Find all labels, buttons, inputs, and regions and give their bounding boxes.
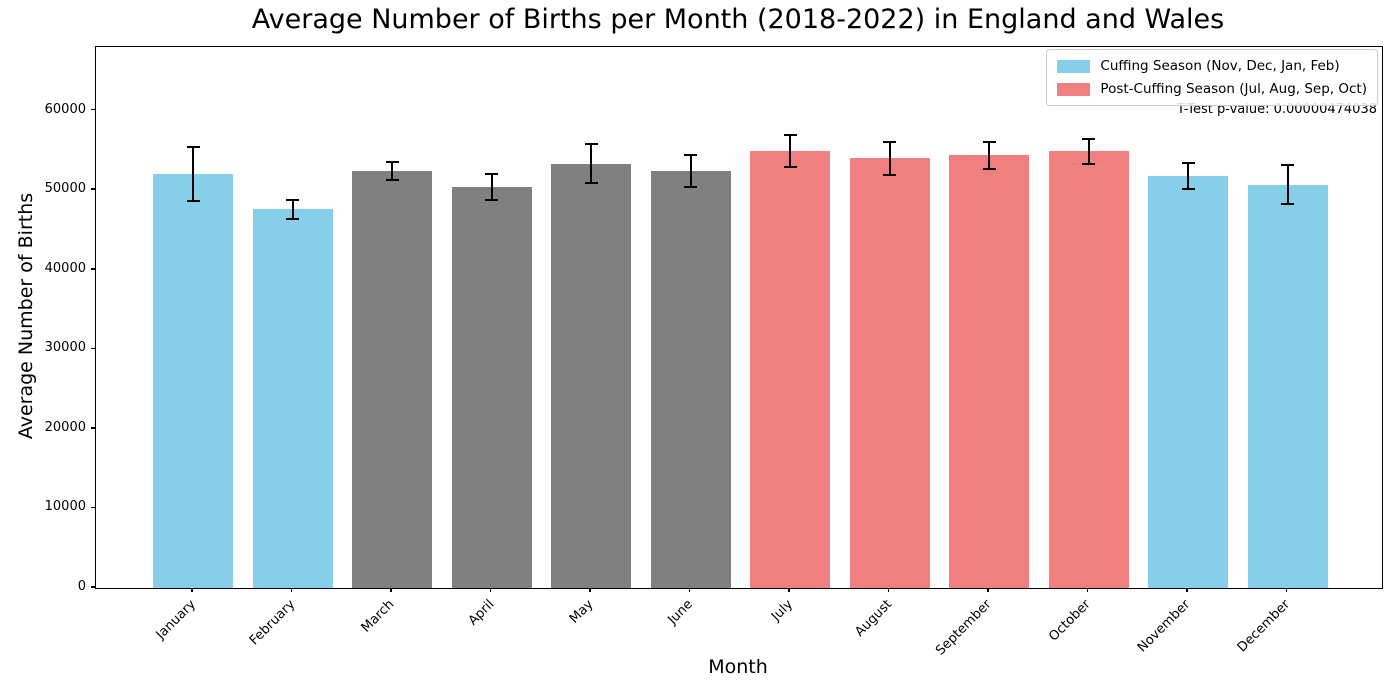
error-bar-july	[789, 135, 791, 168]
error-cap-top-march	[385, 160, 399, 163]
error-cap-bottom-april	[485, 198, 498, 201]
error-cap-top-april	[485, 173, 498, 176]
error-bar-january	[192, 147, 194, 202]
legend: Cuffing Season (Nov, Dec, Jan, Feb) Post-…	[1046, 49, 1378, 106]
ytick-mark-50000	[91, 188, 95, 190]
error-bar-november	[1187, 162, 1189, 189]
error-cap-top-july	[783, 134, 797, 137]
xtick-label-august: August	[852, 597, 896, 640]
ytick-mark-60000	[91, 108, 95, 111]
ytick-label-20000: 20000	[44, 419, 86, 435]
error-bar-june	[689, 155, 692, 187]
bar-may	[551, 163, 631, 588]
legend-entry-0: Cuffing Season (Nov, Dec, Jan, Feb)	[1057, 58, 1367, 74]
ytick-mark-30000	[91, 347, 95, 350]
error-cap-bottom-february	[286, 217, 299, 220]
bar-november	[1148, 175, 1228, 588]
xtick-label-december: December	[1234, 597, 1294, 656]
bar-march	[352, 171, 432, 588]
error-cap-bottom-october	[1082, 162, 1095, 165]
error-cap-top-december	[1281, 164, 1294, 167]
bar-october	[1048, 151, 1129, 588]
xtick-mark-april	[489, 588, 492, 592]
xtick-mark-july	[788, 588, 790, 592]
error-cap-bottom-august	[883, 174, 896, 177]
xtick-label-may: May	[566, 597, 597, 627]
xtick-mark-june	[688, 588, 691, 592]
legend-swatch-1	[1057, 82, 1091, 96]
error-cap-bottom-july	[783, 166, 797, 169]
ytick-label-50000: 50000	[44, 181, 86, 197]
x-axis-label: Month	[708, 656, 768, 678]
error-cap-bottom-may	[584, 182, 598, 185]
error-cap-top-october	[1082, 137, 1095, 140]
ytick-mark-40000	[91, 268, 95, 270]
xtick-label-april: April	[465, 597, 498, 629]
error-cap-top-june	[684, 154, 697, 157]
xtick-label-january: January	[153, 597, 199, 643]
error-cap-bottom-january	[186, 200, 200, 203]
xtick-mark-december	[1285, 588, 1288, 592]
legend-swatch-0	[1057, 59, 1091, 73]
xtick-mark-october	[1086, 588, 1089, 592]
xtick-label-february: February	[246, 597, 299, 649]
bar-august	[849, 158, 930, 588]
legend-label-0: Cuffing Season (Nov, Dec, Jan, Feb)	[1100, 58, 1340, 74]
error-bar-may	[590, 144, 592, 184]
xtick-label-september: September	[933, 597, 995, 659]
xtick-mark-january	[191, 588, 193, 592]
y-axis-label: Average Number of Births	[15, 192, 37, 440]
error-cap-bottom-december	[1281, 203, 1294, 206]
error-cap-bottom-june	[684, 186, 697, 189]
error-bar-october	[1087, 138, 1090, 164]
error-cap-top-february	[286, 198, 299, 201]
xtick-label-july: July	[768, 597, 796, 625]
bar-june	[650, 171, 731, 588]
error-bar-august	[888, 141, 891, 176]
xtick-label-november: November	[1135, 597, 1194, 656]
ytick-mark-0	[91, 586, 95, 588]
legend-label-1: Post-Cuffing Season (Jul, Aug, Sep, Oct)	[1100, 81, 1367, 97]
xtick-mark-august	[887, 588, 890, 592]
error-bar-december	[1286, 165, 1289, 205]
chart-title: Average Number of Births per Month (2018…	[251, 4, 1225, 35]
error-cap-top-august	[883, 140, 896, 143]
error-cap-top-may	[584, 143, 598, 146]
error-cap-bottom-november	[1181, 188, 1195, 190]
bar-april	[451, 187, 532, 588]
xtick-mark-march	[390, 588, 392, 592]
bar-september	[949, 155, 1029, 588]
xtick-label-march: March	[358, 597, 398, 636]
error-cap-bottom-september	[982, 167, 996, 170]
ytick-label-10000: 10000	[44, 499, 86, 515]
xtick-mark-september	[987, 588, 989, 592]
bar-december	[1247, 184, 1328, 588]
error-cap-bottom-march	[385, 179, 399, 182]
error-bar-february	[291, 199, 294, 219]
legend-entry-1: Post-Cuffing Season (Jul, Aug, Sep, Oct)	[1057, 81, 1367, 97]
ytick-mark-10000	[91, 506, 95, 509]
bar-february	[252, 209, 333, 588]
xtick-mark-february	[290, 588, 293, 592]
xtick-mark-november	[1186, 588, 1188, 592]
xtick-label-june: June	[665, 597, 697, 628]
ytick-label-60000: 60000	[44, 101, 86, 117]
error-bar-march	[391, 161, 393, 181]
error-bar-april	[490, 174, 493, 200]
xtick-mark-may	[589, 588, 591, 592]
bar-january	[153, 174, 233, 588]
ytick-label-40000: 40000	[44, 260, 86, 276]
ytick-label-30000: 30000	[44, 340, 86, 356]
xtick-label-october: October	[1046, 597, 1095, 645]
ytick-label-0: 0	[77, 579, 86, 594]
error-bar-september	[988, 141, 990, 169]
error-cap-top-january	[186, 146, 200, 149]
plot-area	[95, 46, 1383, 589]
error-cap-top-november	[1181, 161, 1195, 164]
error-cap-top-september	[982, 140, 996, 143]
bar-july	[750, 151, 830, 588]
ytick-mark-20000	[91, 427, 95, 429]
